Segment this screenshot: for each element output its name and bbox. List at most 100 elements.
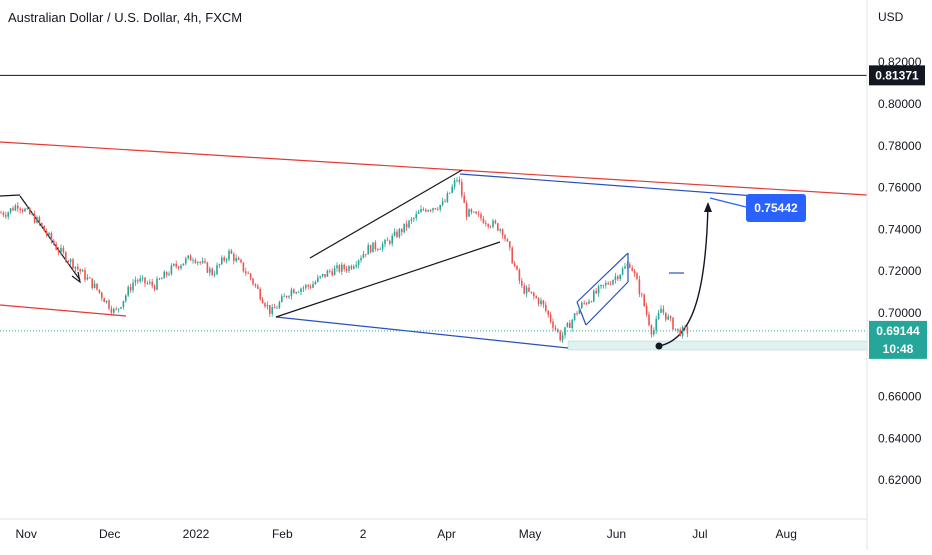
candle-body — [576, 313, 578, 315]
candle-countdown: 10:48 — [883, 342, 914, 356]
candle-body — [0, 212, 2, 214]
candle-body — [403, 223, 405, 233]
candle-body — [139, 278, 141, 282]
candle-body — [624, 266, 626, 269]
x-tick-label: Aug — [776, 527, 797, 541]
candle-body — [163, 271, 165, 279]
candle-body — [674, 328, 677, 330]
candle-body — [518, 269, 521, 281]
blue-channel-top[interactable] — [459, 173, 756, 197]
candle-body — [67, 261, 69, 263]
candle-body — [357, 260, 360, 265]
candle-body — [36, 217, 38, 223]
candle-body — [48, 233, 50, 235]
candle-body — [629, 264, 631, 268]
candle-body — [86, 277, 89, 280]
candle-body — [650, 325, 653, 335]
wedge-lower-line[interactable] — [275, 241, 501, 318]
candle-body — [103, 298, 105, 303]
candle-body — [93, 283, 96, 289]
candle-body — [590, 301, 593, 303]
candle-body — [499, 229, 501, 231]
candle-body — [501, 229, 504, 236]
candlestick-series — [0, 176, 689, 344]
candle-body — [384, 239, 386, 245]
candle-body — [300, 288, 302, 292]
candle-body — [535, 296, 537, 299]
candle-body — [480, 214, 482, 219]
candle-body — [189, 255, 192, 261]
y-tick-label: 0.62000 — [878, 473, 922, 487]
candle-body — [393, 231, 396, 236]
candle-body — [127, 286, 129, 296]
candle-body — [420, 208, 422, 213]
candle-body — [655, 318, 657, 331]
candle-body — [31, 214, 33, 215]
candle-body — [528, 287, 530, 292]
candle-body — [19, 208, 21, 210]
candle-body — [441, 201, 444, 205]
candle-body — [17, 205, 19, 209]
candle-body — [348, 266, 350, 271]
candle-body — [521, 280, 523, 286]
target-badge-value: 0.75442 — [754, 201, 798, 215]
candle-body — [329, 270, 331, 272]
candle-body — [578, 308, 581, 314]
candle-body — [516, 265, 518, 270]
projection-arrow[interactable] — [658, 203, 709, 347]
candle-body — [84, 270, 86, 280]
start-point-marker — [655, 342, 663, 350]
candle-body — [401, 229, 403, 233]
resistance-trendline[interactable] — [0, 141, 868, 196]
candle-body — [432, 208, 434, 211]
target-price-label[interactable]: 0.75442 — [709, 194, 806, 222]
candle-body — [151, 282, 153, 286]
candle-body — [261, 299, 264, 304]
candle-body — [497, 223, 499, 231]
x-tick-label: Apr — [437, 527, 456, 541]
candle-body — [288, 296, 290, 298]
candle-body — [612, 279, 614, 285]
candle-body — [65, 252, 67, 262]
candle-body — [74, 266, 77, 269]
candle-body — [410, 219, 413, 221]
candle-body — [12, 208, 14, 211]
candle-body — [283, 295, 285, 297]
candle-body — [293, 289, 295, 294]
candle-body — [115, 308, 117, 310]
candle-body — [626, 264, 629, 267]
candle-body — [374, 242, 377, 250]
candle-body — [365, 254, 367, 256]
candle-body — [669, 316, 672, 318]
support-zone[interactable] — [567, 340, 868, 351]
candle-body — [542, 300, 545, 305]
candle-body — [247, 273, 249, 274]
candle-body — [477, 213, 480, 215]
candle-body — [415, 213, 417, 219]
blue-channel-bottom[interactable] — [275, 316, 569, 349]
candle-body — [173, 263, 175, 266]
candle-body — [69, 259, 72, 262]
wedge-upper-line[interactable] — [309, 169, 463, 259]
bear-flag-bottom[interactable] — [585, 281, 629, 326]
candle-body — [317, 277, 319, 282]
candle-body — [636, 273, 638, 280]
candle-body — [221, 257, 223, 265]
candle-body — [177, 266, 180, 269]
candle-body — [456, 179, 458, 181]
support-trendline[interactable] — [0, 304, 127, 317]
candle-body — [408, 220, 410, 228]
candle-body — [425, 209, 427, 212]
candle-body — [581, 302, 583, 309]
candle-body — [321, 274, 324, 277]
candle-body — [470, 209, 473, 213]
bear-flag-top[interactable] — [576, 252, 629, 303]
level-badge-value: 0.81371 — [875, 68, 919, 82]
candle-body — [331, 271, 333, 276]
candle-body — [14, 205, 17, 211]
candle-body — [537, 298, 540, 304]
candle-body — [175, 263, 177, 267]
candle-body — [105, 300, 108, 303]
